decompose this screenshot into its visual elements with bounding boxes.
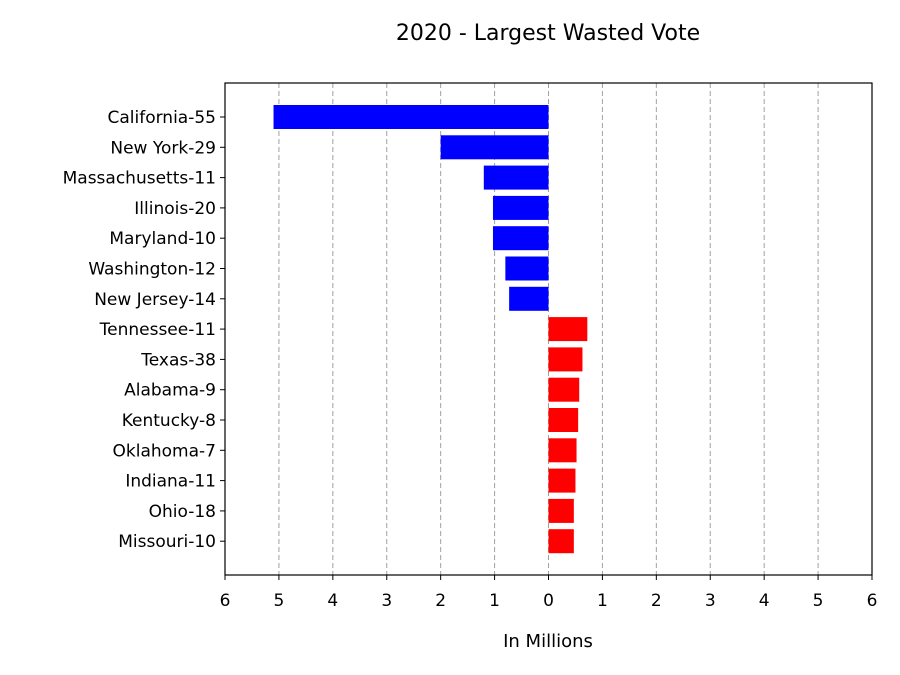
bar-missouri-10 [548,529,574,554]
y-tick-label: Tennessee-11 [99,320,216,340]
x-axis-ticks: 6 5 4 3 2 1 0 1 2 3 4 5 6 [220,575,878,611]
bars [273,105,588,554]
bar-oklahoma-7 [548,438,577,463]
y-tick-label: Indiana-11 [125,472,216,492]
bar-massachusetts-11 [483,165,549,190]
bar-ohio-18 [548,498,574,523]
y-tick-label: Texas-38 [140,350,216,370]
x-tick-label: 3 [705,591,716,611]
bar-alabama-9 [548,377,580,402]
y-tick-label: Alabama-9 [124,381,216,401]
y-tick-label: New York-29 [110,138,216,158]
x-tick-label: 1 [489,591,500,611]
x-tick-label: 2 [651,591,662,611]
x-tick-label: 0 [543,591,554,611]
y-tick-label: Kentucky-8 [122,411,216,431]
x-tick-label: 1 [597,591,608,611]
y-tick-label: California-55 [108,108,217,128]
y-tick-label: Missouri-10 [118,532,216,552]
bar-new-york-29 [440,135,549,160]
x-tick-label: 6 [867,591,878,611]
bar-maryland-10 [492,226,549,251]
y-tick-label: Illinois-20 [134,199,216,219]
y-tick-label: Ohio-18 [149,502,216,522]
y-axis-ticks: California-55 New York-29 Massachusetts-11… [63,108,225,552]
x-tick-label: 2 [435,591,446,611]
bar-new-jersey-14 [509,286,549,311]
bar-kentucky-8 [548,408,579,432]
bar-california-55 [273,105,549,129]
bar-washington-12 [505,256,549,281]
y-tick-label: Massachusetts-11 [63,169,216,189]
bar-indiana-11 [548,468,576,493]
x-tick-label: 4 [759,591,770,611]
y-tick-label: Maryland-10 [109,229,216,249]
y-tick-label: New Jersey-14 [94,290,216,310]
x-axis-label: In Millions [503,631,593,652]
x-tick-label: 5 [813,591,824,611]
x-tick-label: 4 [327,591,338,611]
x-tick-label: 3 [381,591,392,611]
bar-illinois-20 [492,195,549,220]
bar-tennessee-11 [548,317,588,342]
grid-lines [278,83,819,575]
x-tick-label: 5 [274,591,285,611]
bar-texas-38 [548,347,583,372]
y-tick-label: Washington-12 [88,260,216,280]
x-tick-label: 6 [220,591,231,611]
y-tick-label: Oklahoma-7 [113,441,216,461]
chart-title: 2020 - Largest Wasted Vote [396,21,700,46]
